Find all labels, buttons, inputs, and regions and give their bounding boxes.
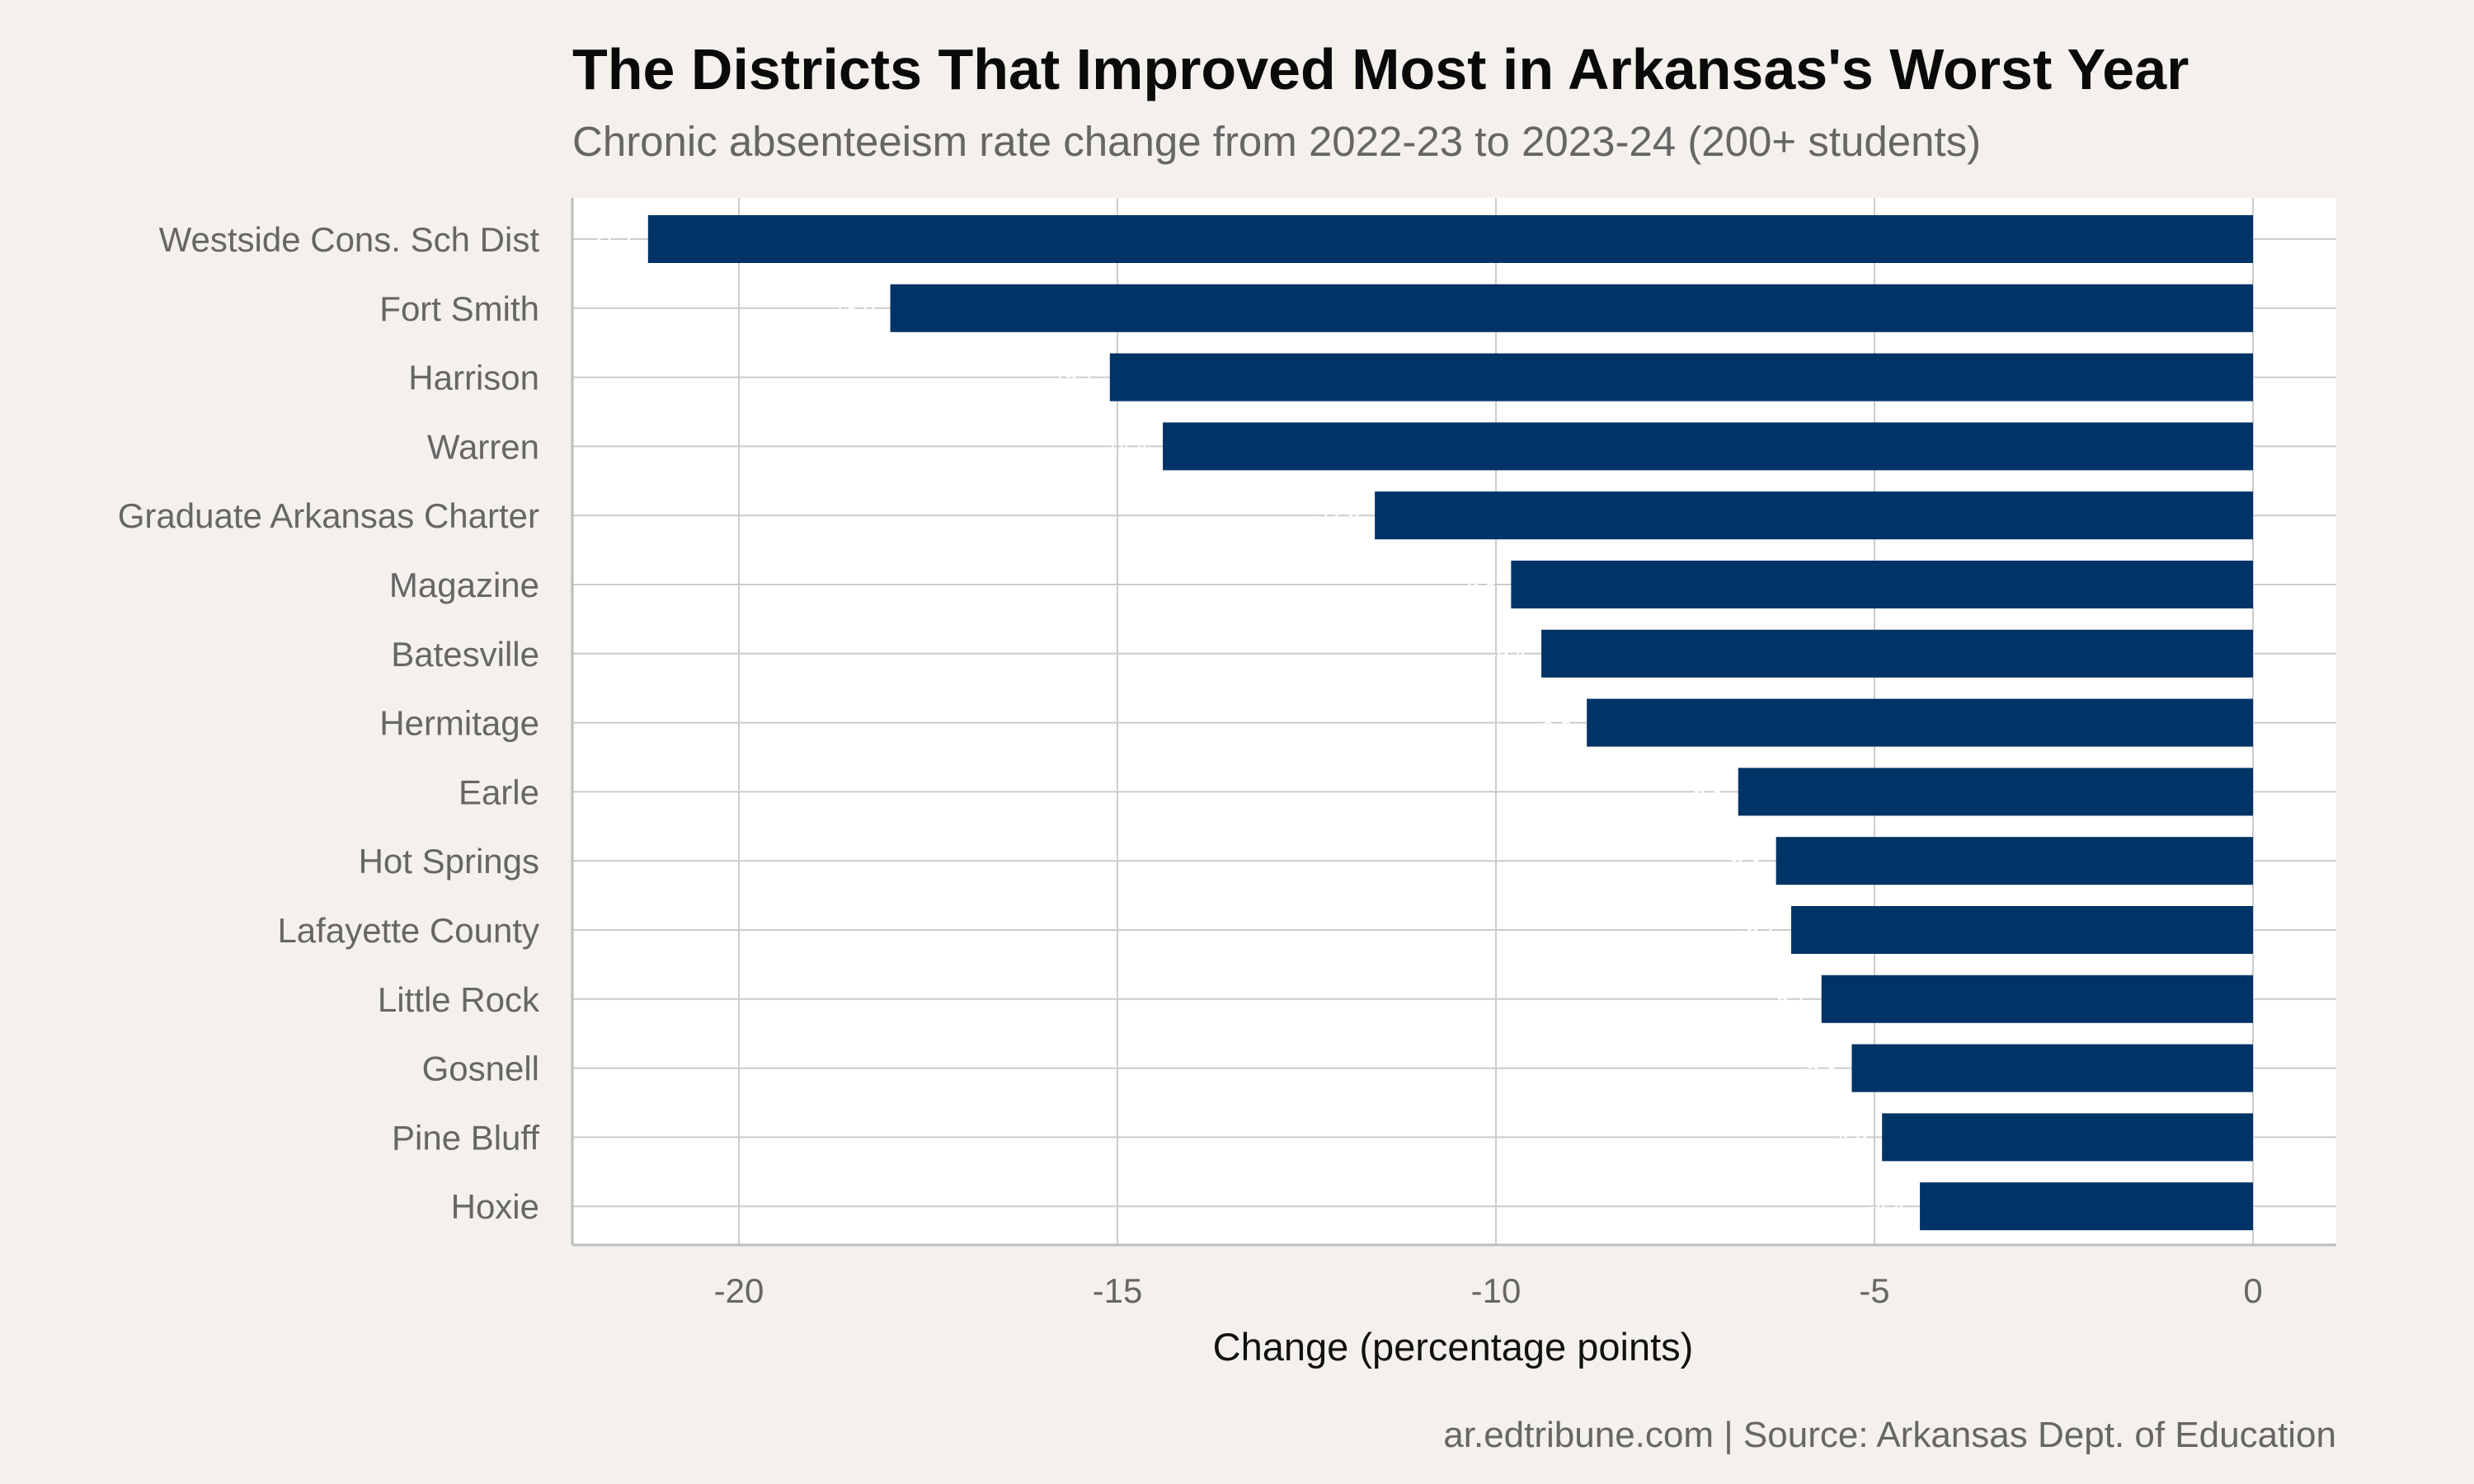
x-tick-label: -20 [714, 1271, 764, 1310]
data-label-layer: -21.2 -18.0 -15.1 -14.4 -11.6 -9.8 -9.4 -8.8 -6.… [585, 227, 1906, 1219]
data-label: -5.3 [1800, 1056, 1837, 1081]
x-tick-labels: -20 -15 -10 -5 0 [714, 1271, 2263, 1310]
data-label: -11.6 [1313, 503, 1360, 528]
category-label: Graduate Arkansas Charter [118, 496, 539, 535]
category-label: Westside Cons. Sch Dist [159, 220, 540, 259]
x-tick-label: -10 [1471, 1271, 1522, 1310]
bar [1920, 1182, 2254, 1231]
data-label: -21.2 [585, 227, 633, 251]
data-label: -4.9 [1830, 1125, 1867, 1149]
bar [1776, 837, 2254, 885]
x-tick-label: -15 [1093, 1271, 1143, 1310]
category-label: Fort Smith [379, 289, 539, 328]
data-label: -4.4 [1868, 1194, 1905, 1219]
bar [1882, 1113, 2254, 1162]
category-label: Hot Springs [359, 842, 539, 881]
bar [1851, 1044, 2254, 1092]
data-label: -9.8 [1460, 572, 1497, 597]
bar [1587, 698, 2254, 747]
bar [1163, 422, 2254, 471]
category-label: Batesville [391, 635, 539, 674]
data-label: -14.4 [1099, 434, 1148, 458]
category-label: Earle [459, 773, 539, 811]
data-label: -18.0 [826, 296, 875, 321]
x-tick-label: -5 [1859, 1271, 1889, 1310]
chart-title: The Districts That Improved Most in Arka… [572, 37, 2189, 101]
bar [1109, 353, 2254, 402]
data-label: -8.8 [1535, 711, 1572, 735]
category-label: Lafayette County [277, 911, 539, 950]
category-label: Pine Bluff [392, 1118, 539, 1157]
data-label: -5.7 [1770, 987, 1807, 1012]
bar [1791, 906, 2254, 954]
category-label: Warren [427, 427, 539, 466]
category-label: Magazine [389, 566, 539, 604]
bar [647, 215, 2254, 263]
category-labels: Westside Cons. Sch Dist Fort Smith Harriso… [118, 220, 540, 1226]
bar [1821, 974, 2254, 1023]
category-label: Hermitage [379, 704, 539, 743]
category-label: Little Rock [378, 980, 540, 1019]
x-axis-title: Change (percentage points) [1213, 1325, 1694, 1369]
bar [1541, 629, 2254, 678]
data-label: -6.1 [1739, 918, 1776, 942]
bar [1738, 768, 2254, 816]
chart-caption: ar.edtribune.com | Source: Arkansas Dept… [1443, 1415, 2336, 1455]
data-label: -6.8 [1686, 779, 1724, 804]
chart-subtitle: Chronic absenteeism rate change from 202… [572, 118, 1982, 165]
category-label: Harrison [408, 359, 539, 397]
x-tick-label: 0 [2243, 1271, 2262, 1310]
data-label: -6.3 [1724, 848, 1761, 873]
bar [1375, 491, 2254, 540]
category-label: Hoxie [451, 1187, 539, 1226]
bar-layer [647, 215, 2254, 1231]
bar [890, 284, 2254, 332]
data-label: -15.1 [1047, 365, 1095, 390]
category-label: Gosnell [422, 1050, 539, 1088]
bar [1511, 561, 2254, 608]
data-label: -9.4 [1489, 641, 1526, 666]
